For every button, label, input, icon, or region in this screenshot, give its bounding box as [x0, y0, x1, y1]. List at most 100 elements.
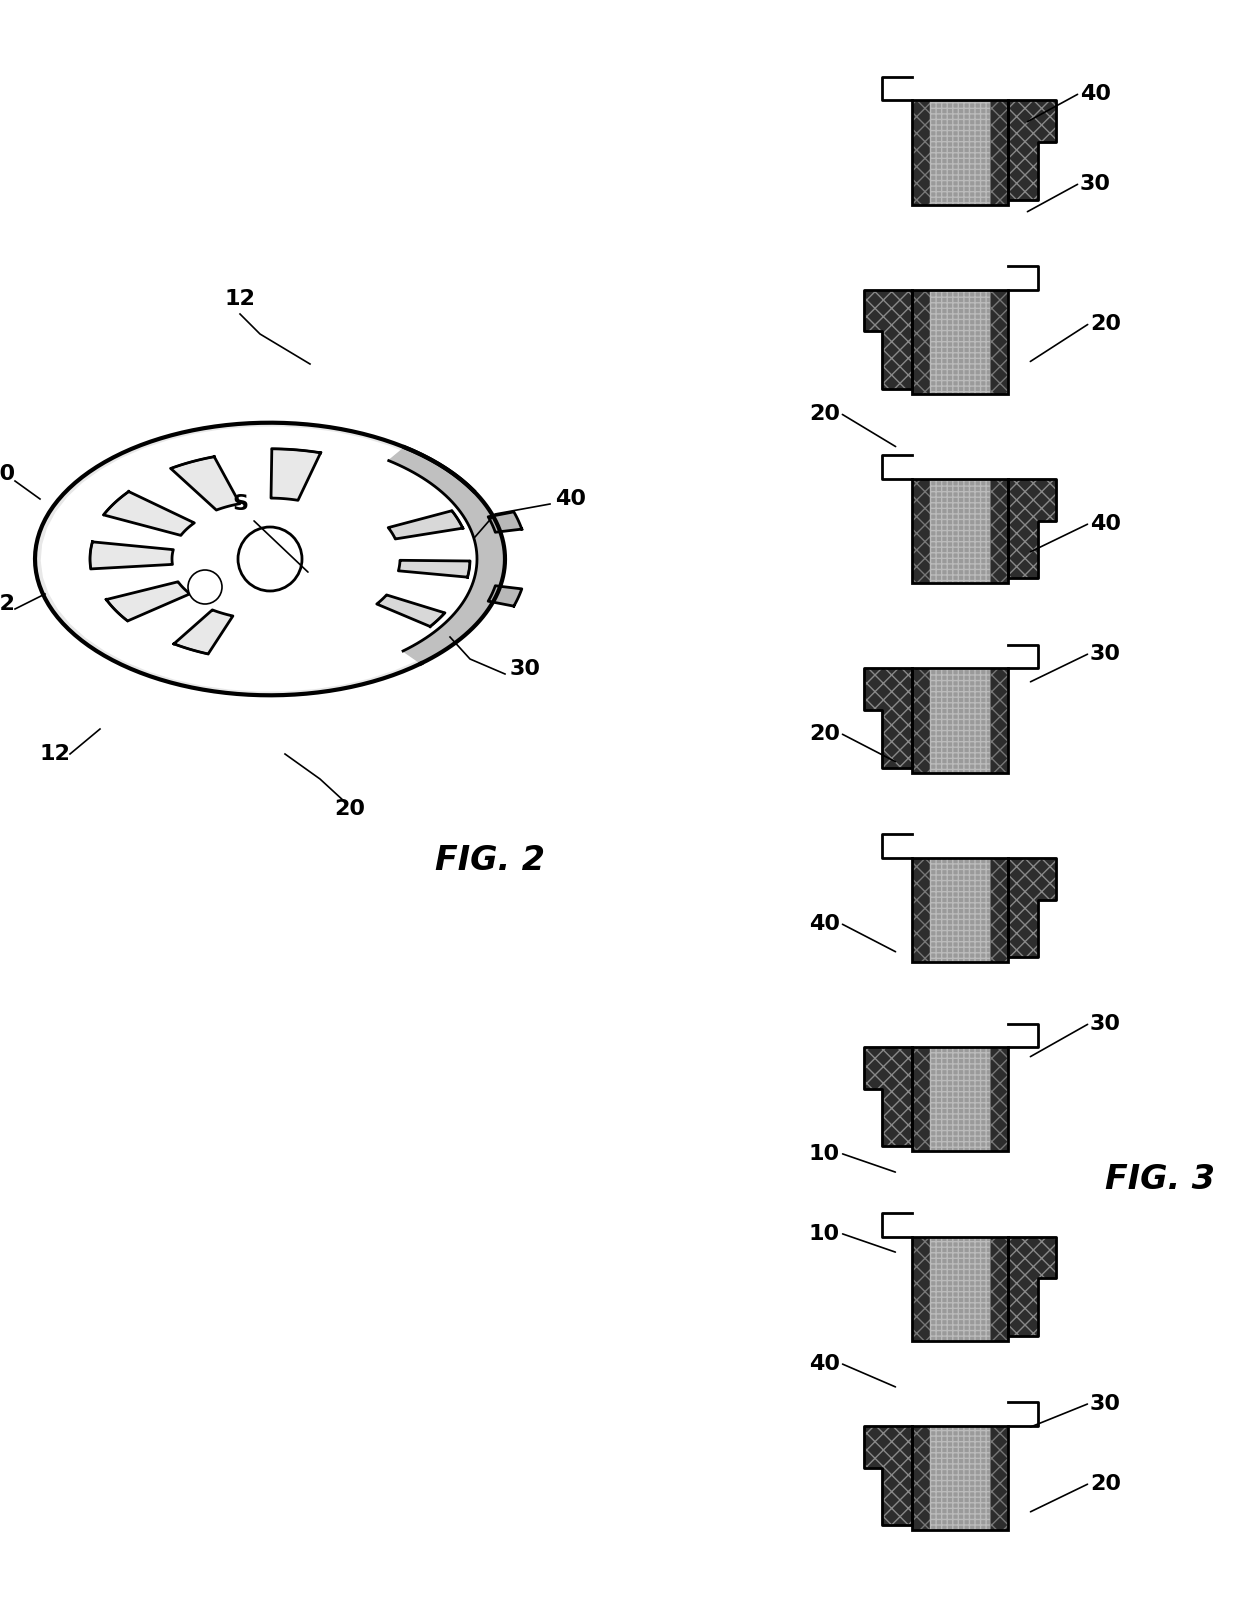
Bar — [920, 756, 944, 868]
Text: 12: 12 — [224, 289, 255, 308]
Text: 40: 40 — [808, 1354, 839, 1373]
Polygon shape — [1008, 1237, 1056, 1336]
Polygon shape — [1008, 859, 1056, 958]
Bar — [990, 1237, 1008, 1341]
Bar — [920, 972, 1011, 1084]
Bar — [911, 480, 930, 584]
Text: FIG. 3: FIG. 3 — [1105, 1162, 1215, 1195]
Text: 10: 10 — [0, 464, 16, 484]
Polygon shape — [861, 1188, 920, 1294]
Bar — [944, 540, 986, 652]
Bar — [930, 1237, 990, 1341]
Bar — [986, 1406, 1011, 1518]
Bar — [920, 540, 1011, 652]
Polygon shape — [272, 450, 321, 502]
Bar — [990, 101, 1008, 206]
Bar — [930, 480, 990, 584]
Bar — [911, 859, 1008, 962]
Bar — [986, 540, 1011, 652]
Polygon shape — [398, 562, 470, 578]
Bar — [930, 101, 990, 206]
Text: 20: 20 — [1090, 313, 1121, 334]
Bar — [986, 972, 1011, 1084]
Polygon shape — [1011, 540, 1070, 644]
Polygon shape — [107, 583, 190, 622]
Bar — [911, 1047, 1008, 1152]
Bar — [920, 1188, 1011, 1302]
Text: 20: 20 — [1090, 1474, 1121, 1493]
Bar — [930, 291, 990, 394]
Bar — [944, 1406, 986, 1518]
Bar — [986, 540, 1011, 652]
Polygon shape — [388, 511, 463, 539]
Bar — [930, 1427, 990, 1530]
Polygon shape — [91, 542, 174, 570]
Bar — [920, 325, 944, 437]
Polygon shape — [377, 596, 445, 626]
Bar — [911, 101, 1008, 206]
Bar — [990, 669, 1008, 773]
Bar — [920, 325, 1011, 437]
Bar — [986, 107, 1011, 221]
Bar — [920, 540, 944, 652]
Bar — [944, 107, 986, 221]
Bar — [986, 325, 1011, 437]
Polygon shape — [104, 492, 195, 536]
Bar — [911, 291, 1008, 394]
Bar — [920, 756, 1011, 868]
Bar — [920, 972, 944, 1084]
Polygon shape — [388, 448, 505, 664]
Bar — [920, 1188, 1011, 1302]
Text: 20: 20 — [808, 724, 839, 743]
Bar — [944, 107, 986, 221]
Polygon shape — [171, 458, 239, 511]
Bar — [911, 291, 1008, 394]
Polygon shape — [864, 291, 911, 390]
Bar — [990, 859, 1008, 962]
Bar — [930, 480, 990, 584]
Bar — [920, 1188, 944, 1302]
Bar — [930, 291, 990, 394]
Bar — [986, 325, 1011, 437]
Polygon shape — [864, 669, 911, 768]
Bar — [986, 107, 1011, 221]
Text: 12: 12 — [0, 594, 15, 613]
Text: 30: 30 — [1090, 1013, 1121, 1034]
Polygon shape — [174, 610, 233, 654]
Bar — [986, 1188, 1011, 1302]
Text: 12: 12 — [40, 743, 71, 763]
Bar — [986, 756, 1011, 868]
Bar — [911, 101, 1008, 206]
Text: 40: 40 — [808, 914, 839, 933]
Bar — [911, 101, 930, 206]
Bar — [920, 1406, 1011, 1518]
Bar — [911, 480, 1008, 584]
Polygon shape — [864, 1427, 911, 1526]
Bar — [911, 1237, 930, 1341]
Bar — [944, 325, 986, 437]
Bar — [911, 1047, 1008, 1152]
Text: FIG. 2: FIG. 2 — [435, 844, 546, 876]
Bar — [990, 1237, 1008, 1341]
Bar — [911, 1047, 930, 1152]
Bar — [920, 107, 1011, 221]
Text: 10: 10 — [808, 1224, 839, 1243]
Bar — [990, 1427, 1008, 1530]
Bar — [944, 972, 986, 1084]
Bar — [986, 1188, 1011, 1302]
Bar — [920, 1188, 944, 1302]
Bar — [911, 669, 1008, 773]
Bar — [944, 756, 986, 868]
Bar — [986, 756, 1011, 868]
Bar — [911, 291, 930, 394]
Bar — [920, 1406, 944, 1518]
Bar — [930, 859, 990, 962]
Bar — [930, 1237, 990, 1341]
Bar — [990, 1047, 1008, 1152]
Bar — [920, 107, 944, 221]
Bar — [944, 325, 986, 437]
Bar — [911, 669, 1008, 773]
Bar — [911, 101, 930, 206]
Bar — [920, 540, 944, 652]
Bar — [990, 1047, 1008, 1152]
